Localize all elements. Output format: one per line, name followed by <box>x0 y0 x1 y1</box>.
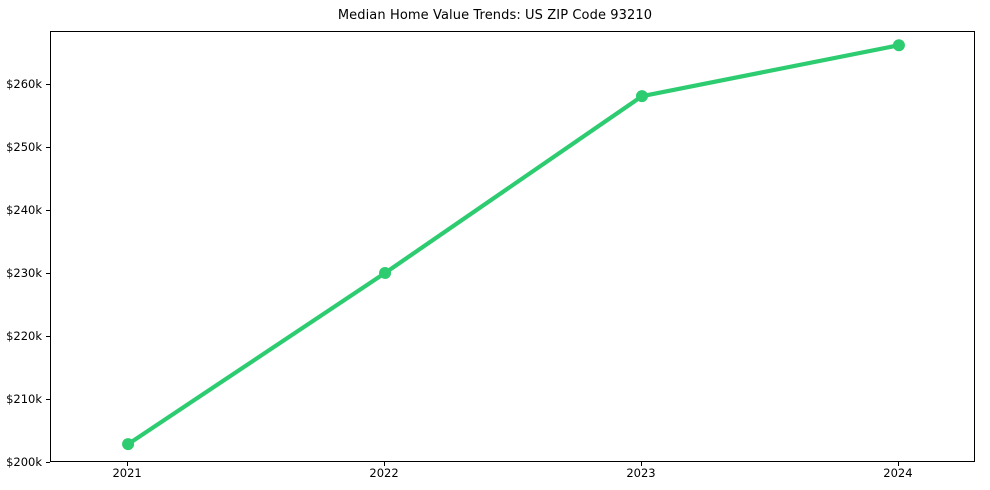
x-axis-tick-mark <box>127 462 129 466</box>
line-series-svg <box>122 39 905 451</box>
x-axis-tick-label: 2022 <box>369 466 399 480</box>
series-line <box>125 43 902 447</box>
y-axis-tick-label: $220k <box>6 329 42 344</box>
y-axis-tick-mark <box>46 210 50 212</box>
series-markers <box>122 39 905 451</box>
x-axis-tick-mark <box>640 462 642 466</box>
data-point-marker <box>635 90 648 103</box>
data-point-marker <box>122 438 135 451</box>
x-axis-tick-label: 2024 <box>883 466 913 480</box>
y-axis-tick-mark <box>46 399 50 401</box>
y-axis-tick-mark <box>46 84 50 86</box>
y-axis-tick-label: $200k <box>6 455 42 469</box>
y-axis-tick-mark <box>46 462 50 463</box>
x-axis-tick-label: 2021 <box>112 466 142 480</box>
y-axis-tick-mark <box>46 273 50 275</box>
y-axis-tick-mark <box>46 147 50 149</box>
y-axis-tick-label: $210k <box>6 392 42 407</box>
data-point-marker <box>379 266 392 279</box>
plot-area <box>50 31 975 462</box>
y-axis-tick-label: $260k <box>6 77 42 92</box>
y-axis-tick-labels: $200k $210k $220k $230k $240k $250k $260k <box>0 0 42 490</box>
y-axis-tick-label: $230k <box>6 266 42 281</box>
chart-title: Median Home Value Trends: US ZIP Code 93… <box>337 8 653 23</box>
x-axis-tick-label: 2023 <box>626 466 656 480</box>
x-axis-tick-mark <box>897 462 899 466</box>
y-axis-tick-label: $250k <box>6 140 42 155</box>
y-axis-tick-label: $240k <box>6 203 42 218</box>
data-point-marker <box>892 39 905 52</box>
y-axis-tick-mark <box>46 336 50 338</box>
x-axis-tick-mark <box>384 462 386 466</box>
